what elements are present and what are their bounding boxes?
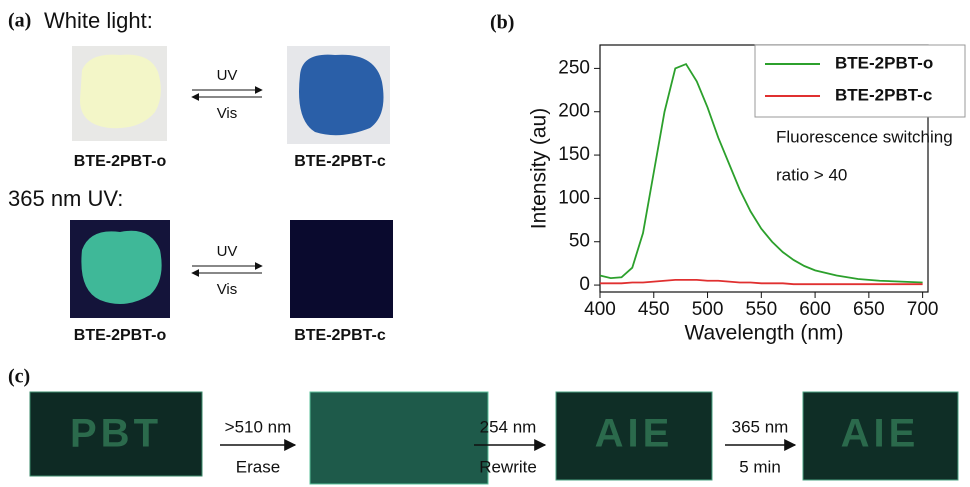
step-label: 254 nm [480, 417, 537, 436]
x-tick-label: 450 [638, 299, 670, 320]
step-label: Erase [236, 457, 280, 476]
film [299, 55, 384, 136]
arrow-label: UV [217, 243, 238, 260]
figure: (a) White light: UV Vis BTE-2PBT-o BTE-2… [0, 0, 970, 487]
y-tick-label: 250 [558, 57, 590, 78]
panel-label: (b) [490, 12, 514, 34]
annotation: ratio > 40 [776, 165, 847, 184]
step-label: Rewrite [479, 457, 537, 476]
x-tick-label: 600 [799, 299, 831, 320]
step-label: >510 nm [225, 417, 292, 436]
legend-label: BTE-2PBT-c [835, 85, 932, 104]
x-tick-label: 700 [907, 299, 939, 320]
x-tick-label: 550 [745, 299, 777, 320]
photo [290, 220, 393, 318]
annotation: Fluorescence switching [776, 127, 953, 146]
legend-label: BTE-2PBT-o [835, 53, 933, 72]
chart: 400 450 500 550 600 650 700 0 50 100 150 200 250 Wave… [528, 45, 965, 345]
x-tick-label: 650 [853, 299, 885, 320]
x-tick-label: 500 [692, 299, 724, 320]
compound: BTE-2PBT-c [294, 153, 386, 170]
compound: BTE-2PBT-o [74, 327, 167, 344]
arrow-label: UV [217, 67, 238, 84]
y-tick-label: 200 [558, 101, 590, 122]
film [81, 231, 161, 304]
panel-label: (a) [8, 10, 31, 32]
image-text: PBT [70, 412, 162, 456]
image-text: AIE [595, 412, 674, 456]
arrow-label: Vis [217, 105, 238, 122]
film [80, 55, 161, 129]
caption: 365 nm UV: [8, 186, 123, 211]
y-tick-label: 150 [558, 144, 590, 165]
photo [310, 392, 488, 484]
y-tick-label: 50 [569, 231, 590, 252]
y-tick-label: 100 [558, 187, 590, 208]
compound: BTE-2PBT-c [294, 327, 386, 344]
y-axis-label: Intensity (au) [528, 108, 551, 229]
panel-label: (c) [8, 366, 30, 388]
step-label: 5 min [739, 457, 781, 476]
x-tick-label: 400 [584, 299, 616, 320]
x-axis-label: Wavelength (nm) [684, 322, 843, 345]
y-tick-label: 0 [579, 274, 590, 295]
image-text: AIE [841, 412, 920, 456]
step-label: 365 nm [732, 417, 789, 436]
arrow-label: Vis [217, 281, 238, 298]
caption: White light: [44, 8, 153, 33]
compound: BTE-2PBT-o [74, 153, 167, 170]
